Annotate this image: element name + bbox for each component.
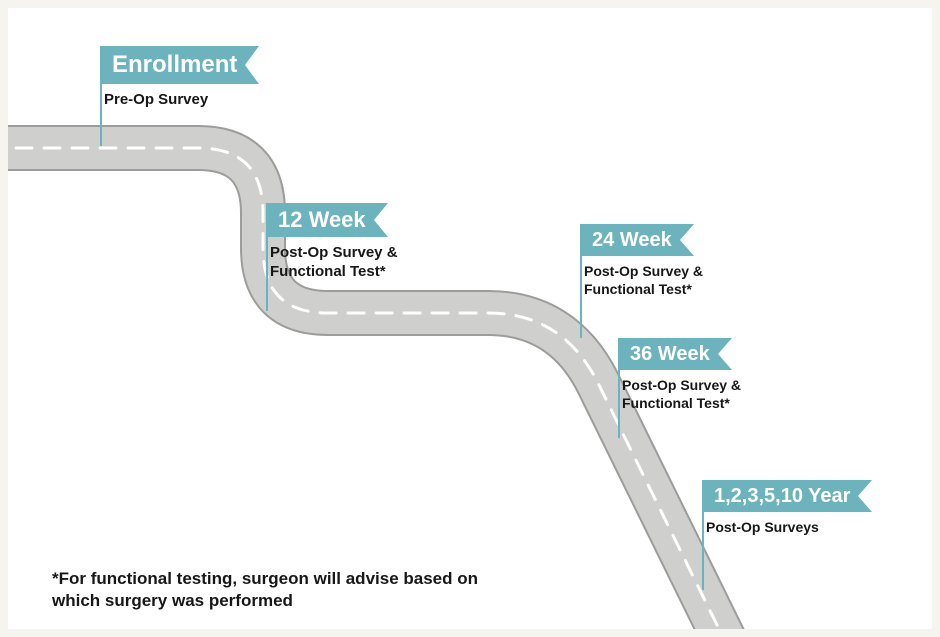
- flag-banner: 24 Week: [580, 224, 694, 256]
- flag-notch: [858, 480, 872, 512]
- milestone-desc: Post-Op Survey &Functional Test*: [270, 243, 398, 281]
- flag-banner: 12 Week: [266, 203, 388, 237]
- milestone-week12: 12 Week Post-Op Survey &Functional Test*: [266, 203, 398, 281]
- flag-notch: [718, 338, 732, 370]
- milestone-enrollment: Enrollment Pre-Op Survey: [100, 46, 259, 109]
- milestone-desc: Post-Op Surveys: [706, 518, 872, 536]
- infographic-panel: Enrollment Pre-Op Survey 12 Week Post-Op Su…: [8, 8, 932, 629]
- milestone-desc: Pre-Op Survey: [104, 90, 259, 109]
- flag-notch: [374, 203, 388, 237]
- milestone-desc: Post-Op Survey &Functional Test*: [584, 262, 703, 298]
- milestone-desc: Post-Op Survey &Functional Test*: [622, 376, 741, 412]
- flag-banner: 36 Week: [618, 338, 732, 370]
- milestone-week36: 36 Week Post-Op Survey &Functional Test*: [618, 338, 741, 412]
- flag-notch: [680, 224, 694, 256]
- footnote-text: *For functional testing, surgeon will ad…: [52, 568, 478, 612]
- flag-notch: [245, 46, 259, 84]
- milestone-week24: 24 Week Post-Op Survey &Functional Test*: [580, 224, 703, 298]
- flag-banner: 1,2,3,5,10 Year: [702, 480, 872, 512]
- flag-banner: Enrollment: [100, 46, 259, 84]
- milestone-years: 1,2,3,5,10 Year Post-Op Surveys: [702, 480, 872, 536]
